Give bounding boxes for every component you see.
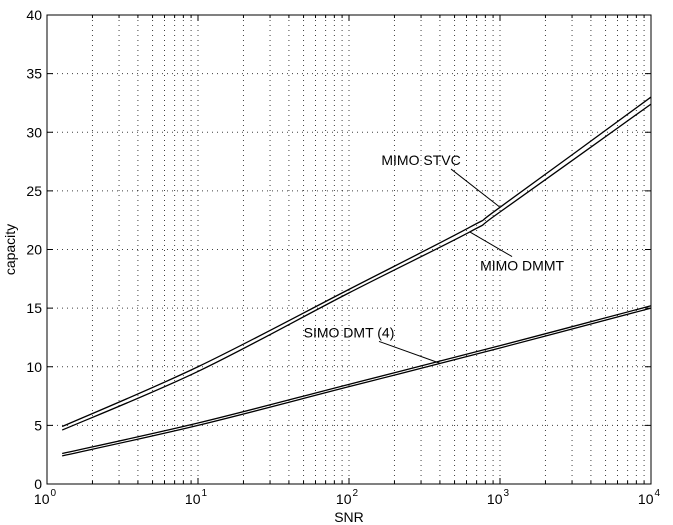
- x-tick-label: 104: [638, 488, 661, 507]
- x-tick-label: 102: [336, 488, 359, 507]
- series-line-mimo-stvc: [61, 96, 652, 428]
- x-tick-label: 100: [34, 488, 57, 507]
- y-tick-label: 30: [26, 124, 42, 140]
- annotation-label: SIMO DMT (4): [304, 324, 395, 340]
- y-axis-label: capacity: [2, 224, 18, 275]
- x-tick-label: 101: [185, 488, 208, 507]
- annotations: MIMO STVC MIMO DMMT SIMO DMT (4): [304, 152, 565, 364]
- axes: [46, 14, 652, 485]
- annotation-label: MIMO DMMT: [480, 258, 564, 274]
- y-tick-label: 0: [34, 476, 42, 492]
- series-line-series-4: [62, 307, 652, 457]
- annotation-leader-line: [469, 231, 513, 258]
- series-line-simo-dmt-4: [62, 305, 652, 455]
- x-axis-label: SNR: [334, 509, 364, 525]
- annotation-leader-line: [378, 340, 441, 364]
- annotation-label: MIMO STVC: [381, 152, 460, 168]
- y-tick-label: 15: [26, 300, 42, 316]
- series-lines: [61, 96, 652, 457]
- x-tick-label: 103: [487, 488, 510, 507]
- y-tick-label: 25: [26, 183, 42, 199]
- y-tick-label: 35: [26, 66, 42, 82]
- series-line-mimo-dmmt: [61, 103, 652, 431]
- y-tick-label: 40: [26, 7, 42, 23]
- grid: [47, 15, 651, 484]
- y-tick-label: 20: [26, 242, 42, 258]
- tick-labels: 0 5 10 15 20 25 30 35 40 100 101 102 103 104: [26, 7, 660, 507]
- y-tick-label: 5: [34, 417, 42, 433]
- annotation-leader-line: [450, 168, 501, 208]
- y-tick-label: 10: [26, 359, 42, 375]
